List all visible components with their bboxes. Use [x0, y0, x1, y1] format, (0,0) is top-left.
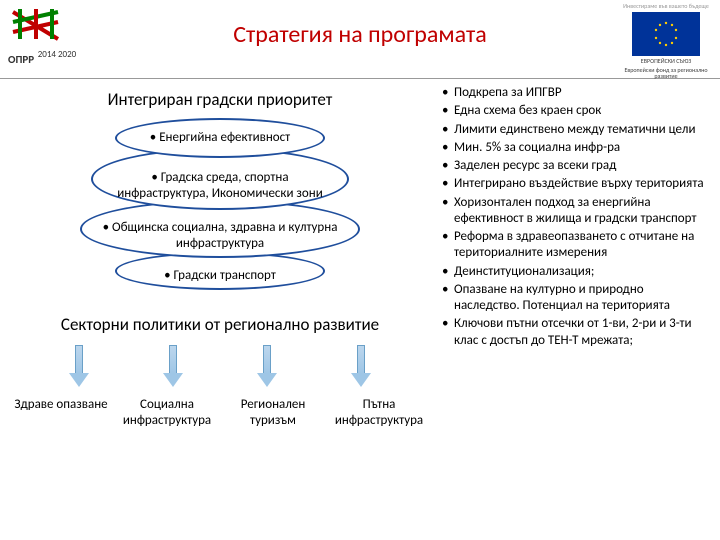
page-title: Стратегия на програмата	[233, 20, 487, 49]
arrow-down-icon	[163, 345, 183, 389]
right-column: Подкрепа за ИПГВР Една схема без краен с…	[440, 79, 720, 432]
bullet-item: Опазване на културно и природно наследст…	[440, 282, 712, 315]
bullet-item: Подкрепа за ИПГВР	[440, 85, 712, 101]
logo-years: 2014 2020	[38, 49, 77, 60]
bullet-item: Реформа в здравеопазването с отчитане на…	[440, 229, 712, 262]
bullet-item: Заделен ресурс за всеки град	[440, 158, 712, 174]
pillar-4: Пътна инфраструктура	[326, 397, 432, 428]
ellipse-text: • Енергийна ефективност	[150, 130, 290, 146]
logo-oprr: ОПРР 2014 2020	[8, 4, 88, 68]
bullet-item: Интегрирано въздействие върху територият…	[440, 176, 712, 192]
weave-icon	[8, 4, 68, 44]
eu-flag-icon	[632, 12, 700, 56]
arrow-down-icon	[351, 345, 371, 389]
pillar-labels: Здраве опазване Социална инфраструктура …	[8, 397, 432, 428]
bullet-item: Деинституционализация;	[440, 264, 712, 280]
arrow-down-icon	[257, 345, 277, 389]
pillar-1: Здраве опазване	[8, 397, 114, 428]
section-1-title: Интегриран градски приоритет	[8, 89, 432, 110]
eu-top-text: Инвестираме във вашето бъдеще	[618, 2, 714, 10]
bullet-item: Ключови пътни отсечки от 1-ви, 2-ри и 3-…	[440, 316, 712, 349]
ellipse-stack: • Енергийна ефективност • Градска среда,…	[75, 118, 365, 298]
ellipse-text: • Общинска социална, здравна и културна …	[94, 220, 346, 251]
bullet-item: Лимити единствено между тематични цели	[440, 122, 712, 138]
arrows-row	[8, 345, 432, 389]
ellipse-text: • Градски транспорт	[164, 268, 276, 284]
eu-label: ЕВРОПЕЙСКИ СЪЮЗ	[618, 58, 714, 65]
section-2-title: Секторни политики от регионално развитие	[8, 314, 432, 335]
main: Интегриран градски приоритет • Енергийна…	[0, 79, 720, 432]
header: ОПРР 2014 2020 Стратегия на програмата И…	[0, 0, 720, 78]
bullet-item: Хоризонтален подход за енергийна ефектив…	[440, 195, 712, 228]
bullet-item: Една схема без краен срок	[440, 103, 712, 119]
eu-sub-label: Европейски фонд за регионално развитие	[618, 67, 714, 80]
arrow-down-icon	[69, 345, 89, 389]
ellipse-1: • Енергийна ефективност	[115, 118, 325, 158]
left-column: Интегриран градски приоритет • Енергийна…	[0, 79, 440, 432]
logo-eu: Инвестираме във вашето бъдеще ЕВРОПЕЙСКИ…	[618, 2, 714, 80]
logo-label: ОПРР	[8, 53, 34, 66]
ellipse-text: • Градска среда, спортна инфраструктура,…	[105, 170, 335, 201]
bullet-list: Подкрепа за ИПГВР Една схема без краен с…	[440, 85, 712, 349]
pillar-2: Социална инфраструктура	[114, 397, 220, 428]
pillar-3: Регионален туризъм	[220, 397, 326, 428]
bullet-item: Мин. 5% за социална инфр-ра	[440, 140, 712, 156]
